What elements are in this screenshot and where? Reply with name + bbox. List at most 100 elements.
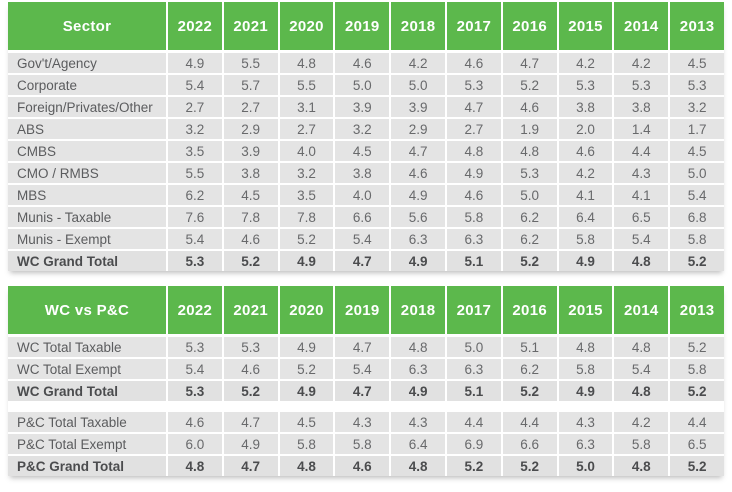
value-cell: 4.0: [335, 185, 390, 205]
table-row: P&C Grand Total 4.8 4.7 4.8 4.6 4.8 5.2 5.2 5.0 4…: [8, 456, 724, 476]
table-row: WC Total Taxable 5.3 5.3 4.9 4.7 4.8 5.0 5.1 4.8…: [8, 337, 724, 357]
value-cell: 5.1: [502, 337, 557, 357]
value-cell: 4.9: [223, 434, 278, 454]
value-cell: 5.8: [446, 207, 501, 227]
value-cell: 4.6: [391, 163, 445, 183]
value-cell: 5.4: [168, 359, 222, 379]
value-cell: 4.6: [168, 412, 222, 432]
value-cell: 3.2: [335, 119, 390, 139]
value-cell: 4.3: [558, 412, 613, 432]
year-header-cell: 2014: [614, 2, 669, 50]
row-label: P&C Grand Total: [8, 456, 166, 476]
year-header-cell: 2017: [446, 2, 501, 50]
table-row: CMBS 3.5 3.9 4.0 4.5 4.7 4.8 4.8 4.6 4.4 4.5: [8, 141, 724, 161]
value-cell: 4.9: [391, 185, 445, 205]
value-cell: 4.8: [502, 141, 557, 161]
value-cell: 6.3: [391, 359, 445, 379]
value-cell: 5.0: [502, 185, 557, 205]
value-cell: 5.0: [391, 75, 445, 95]
value-cell: 5.2: [279, 359, 334, 379]
value-cell: 3.9: [223, 141, 278, 161]
value-cell: 4.8: [279, 456, 334, 476]
value-cell: 5.5: [279, 75, 334, 95]
year-header-cell: 2015: [558, 286, 613, 334]
value-cell: 5.2: [279, 229, 334, 249]
value-cell: 4.5: [223, 185, 278, 205]
value-cell: 4.8: [446, 141, 501, 161]
value-cell: 2.7: [446, 119, 501, 139]
value-cell: 4.4: [502, 412, 557, 432]
value-cell: 5.8: [558, 229, 613, 249]
value-cell: 4.2: [614, 53, 669, 73]
value-cell: 6.2: [502, 229, 557, 249]
value-cell: 5.3: [670, 75, 724, 95]
value-cell: 4.3: [391, 412, 445, 432]
value-cell: 4.4: [614, 141, 669, 161]
value-cell: 3.1: [279, 97, 334, 117]
value-cell: 5.8: [670, 359, 724, 379]
value-cell: 4.8: [614, 381, 669, 401]
table-row: P&C Total Taxable 4.6 4.7 4.5 4.3 4.3 4.4 4.4 4.…: [8, 412, 724, 432]
year-header-cell: 2016: [502, 2, 557, 50]
table-section: Gov't/Agency 4.9 5.5 4.8 4.6 4.2 4.6 4.7 4.2 4.2 4…: [8, 53, 724, 271]
value-cell: 4.9: [391, 381, 445, 401]
year-header-cell: 2018: [391, 2, 445, 50]
value-cell: 4.5: [670, 53, 724, 73]
sector-table-header-row: Sector 2022 2021 2020 2019 2018 2017 2016 2015 2…: [8, 2, 724, 50]
value-cell: 3.8: [558, 97, 613, 117]
table-row: Munis - Taxable 7.6 7.8 7.8 6.6 5.6 5.8 6.2 6.4 6…: [8, 207, 724, 227]
value-cell: 5.8: [614, 434, 669, 454]
value-cell: 3.2: [168, 119, 222, 139]
year-header-cell: 2020: [279, 286, 334, 334]
value-cell: 5.2: [502, 456, 557, 476]
value-cell: 7.8: [223, 207, 278, 227]
value-cell: 4.7: [223, 412, 278, 432]
value-cell: 4.6: [446, 185, 501, 205]
year-header-cell: 2016: [502, 286, 557, 334]
sector-table: Sector 2022 2021 2020 2019 2018 2017 2016 2015 2…: [8, 2, 724, 271]
value-cell: 6.6: [502, 434, 557, 454]
value-cell: 4.6: [446, 53, 501, 73]
value-cell: 5.3: [502, 163, 557, 183]
value-cell: 4.8: [614, 337, 669, 357]
value-cell: 4.6: [223, 359, 278, 379]
value-cell: 4.7: [391, 141, 445, 161]
table-section: P&C Total Taxable 4.6 4.7 4.5 4.3 4.3 4.4 4.4 4.…: [8, 412, 724, 476]
row-label: WC Total Taxable: [8, 337, 166, 357]
value-cell: 5.4: [614, 359, 669, 379]
value-cell: 5.3: [168, 381, 222, 401]
row-label: Foreign/Privates/Other: [8, 97, 166, 117]
value-cell: 4.9: [279, 381, 334, 401]
value-cell: 7.6: [168, 207, 222, 227]
value-cell: 3.9: [335, 97, 390, 117]
value-cell: 5.2: [502, 75, 557, 95]
value-cell: 4.6: [558, 141, 613, 161]
value-cell: 4.8: [391, 337, 445, 357]
value-cell: 5.4: [335, 359, 390, 379]
value-cell: 4.8: [614, 456, 669, 476]
value-cell: 5.1: [446, 251, 501, 271]
row-label: ABS: [8, 119, 166, 139]
value-cell: 5.3: [558, 75, 613, 95]
year-header-cell: 2017: [446, 286, 501, 334]
value-cell: 4.7: [223, 456, 278, 476]
value-cell: 5.2: [446, 456, 501, 476]
value-cell: 5.2: [223, 381, 278, 401]
value-cell: 6.5: [670, 434, 724, 454]
year-header-cell: 2014: [614, 286, 669, 334]
row-label: P&C Total Taxable: [8, 412, 166, 432]
value-cell: 5.0: [670, 163, 724, 183]
year-header-cell: 2018: [391, 286, 445, 334]
row-label: WC Grand Total: [8, 251, 166, 271]
value-cell: 2.0: [558, 119, 613, 139]
value-cell: 4.4: [446, 412, 501, 432]
value-cell: 4.8: [279, 53, 334, 73]
value-cell: 4.5: [670, 141, 724, 161]
value-cell: 2.9: [391, 119, 445, 139]
value-cell: 6.5: [614, 207, 669, 227]
value-cell: 4.2: [558, 53, 613, 73]
value-cell: 2.7: [168, 97, 222, 117]
value-cell: 3.8: [614, 97, 669, 117]
value-cell: 6.9: [446, 434, 501, 454]
value-cell: 4.9: [391, 251, 445, 271]
